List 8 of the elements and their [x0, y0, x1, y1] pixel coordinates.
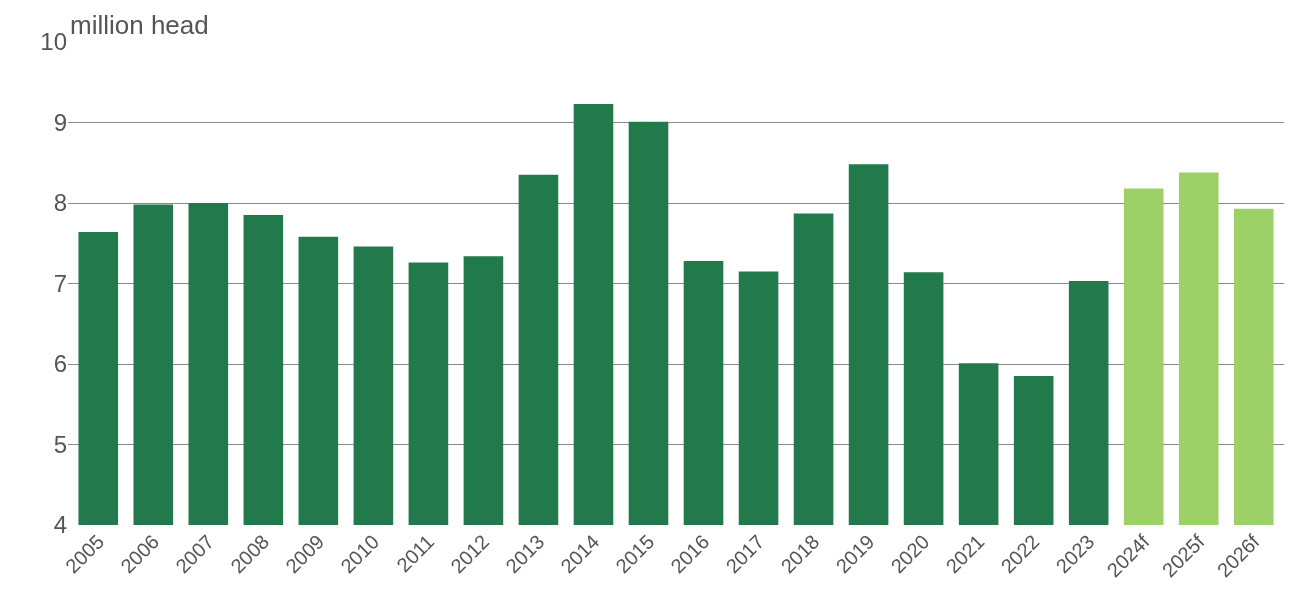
- y-tick-label: 7: [53, 269, 67, 297]
- y-tick-label: 5: [53, 430, 67, 458]
- y-axis-title: million head: [70, 10, 209, 40]
- y-tick-label: 8: [53, 189, 67, 217]
- y-tick-label: 6: [53, 350, 67, 378]
- y-tick-label: 10: [40, 28, 67, 56]
- y-tick-label: 9: [53, 108, 67, 136]
- y-tick-label: 4: [53, 511, 67, 539]
